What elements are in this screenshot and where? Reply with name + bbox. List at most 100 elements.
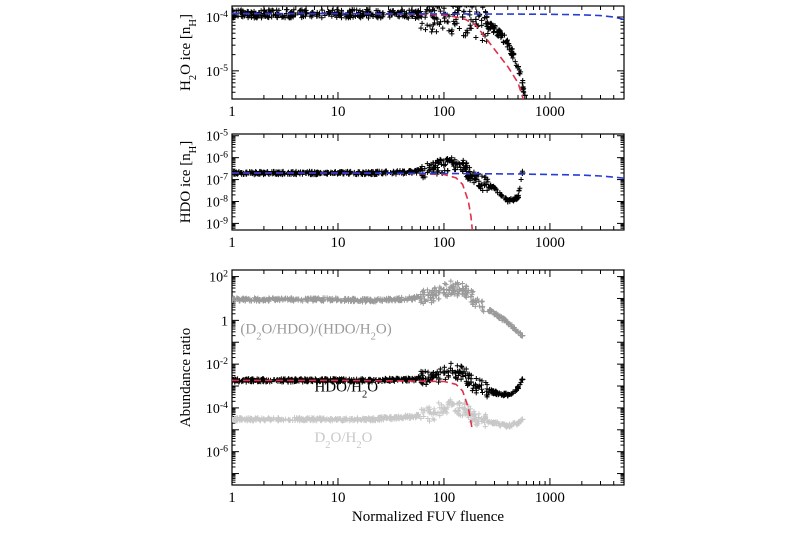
data-point — [329, 13, 335, 19]
data-point — [358, 298, 364, 304]
x-tick-label: 100 — [433, 490, 456, 506]
data-point — [482, 14, 488, 20]
data-point — [454, 281, 460, 287]
series-0 — [232, 155, 526, 205]
data-point — [435, 296, 441, 302]
data-point — [447, 0, 452, 2]
data-point — [399, 294, 405, 300]
x-tick-label: 100 — [433, 104, 456, 120]
data-point — [465, 381, 471, 387]
data-point — [249, 170, 255, 176]
x-axis-label: Normalized FUV fluence — [352, 509, 505, 525]
data-point — [472, 297, 479, 304]
data-point — [468, 379, 475, 386]
data-point — [246, 298, 252, 304]
data-point — [498, 192, 504, 198]
data-point — [405, 15, 411, 21]
data-point — [404, 10, 410, 16]
y-tick-label: 10-6 — [206, 443, 228, 461]
data-point — [469, 289, 475, 295]
data-point — [249, 12, 255, 18]
data-point — [375, 296, 381, 302]
plot-area — [232, 0, 624, 99]
data-point — [472, 176, 478, 182]
data-point — [425, 415, 431, 421]
data-point — [438, 161, 444, 167]
data-point — [349, 7, 355, 13]
data-point — [361, 296, 367, 302]
data-point — [440, 290, 446, 296]
data-point — [383, 376, 389, 382]
panel-h2o-ice: 1 10 100 1000 10-5 10-4 H2O ice [nH] — [178, 0, 625, 120]
data-point — [319, 297, 325, 303]
data-point — [440, 369, 447, 376]
data-point — [409, 295, 416, 302]
data-point — [462, 166, 469, 173]
data-point — [276, 7, 282, 13]
data-point — [380, 417, 386, 423]
data-point — [433, 29, 439, 35]
data-point — [251, 379, 257, 385]
data-point — [456, 8, 462, 14]
data-point — [415, 374, 421, 380]
data-point — [472, 383, 479, 390]
x-tick-label: 10 — [330, 104, 345, 120]
data-point — [445, 19, 451, 25]
data-point — [338, 15, 344, 21]
data-point — [366, 416, 373, 423]
data-point — [516, 70, 522, 76]
data-point — [469, 388, 475, 394]
data-point — [389, 297, 395, 303]
data-point — [418, 295, 424, 301]
data-point — [443, 0, 448, 4]
data-point — [433, 15, 439, 21]
data-point — [491, 310, 498, 317]
data-point — [487, 309, 493, 315]
data-point — [478, 186, 484, 192]
data-point — [504, 319, 511, 326]
data-point — [295, 297, 301, 303]
data-point — [249, 10, 255, 16]
y-axis-label: H2O ice [nH] — [178, 14, 199, 91]
data-point — [311, 415, 317, 421]
y-tick-label: 10-7 — [206, 171, 228, 189]
data-point — [456, 368, 463, 375]
data-point — [431, 298, 437, 304]
data-point — [519, 169, 526, 176]
data-point — [404, 415, 410, 421]
data-point — [504, 198, 511, 205]
data-point — [424, 161, 430, 167]
data-point — [459, 365, 465, 371]
data-point — [479, 378, 485, 384]
data-point — [416, 167, 422, 173]
data-point — [427, 23, 433, 29]
data-point — [293, 12, 299, 18]
data-point — [449, 159, 456, 166]
data-point — [448, 28, 454, 34]
data-point — [373, 8, 379, 14]
y-tick-label: 10-6 — [206, 149, 228, 167]
data-point — [448, 360, 454, 366]
data-point — [463, 378, 469, 384]
data-point — [462, 288, 469, 295]
data-point — [456, 404, 463, 411]
series-0 — [232, 0, 528, 99]
data-point — [312, 297, 318, 303]
series-0 — [232, 278, 526, 339]
y-tick-label: 10-4 — [206, 8, 228, 26]
data-point — [442, 0, 447, 2]
data-point — [429, 0, 434, 4]
y-tick-label: 10-9 — [206, 215, 228, 233]
data-point — [326, 9, 332, 15]
data-point — [427, 295, 433, 301]
data-point — [465, 414, 471, 420]
data-point — [438, 19, 444, 25]
data-point — [304, 10, 310, 16]
data-point — [504, 40, 511, 47]
data-point — [479, 382, 485, 388]
model-curve-red — [232, 172, 474, 230]
data-point — [387, 414, 393, 420]
data-point — [276, 415, 282, 421]
data-point — [426, 1, 431, 6]
data-point — [465, 174, 471, 180]
